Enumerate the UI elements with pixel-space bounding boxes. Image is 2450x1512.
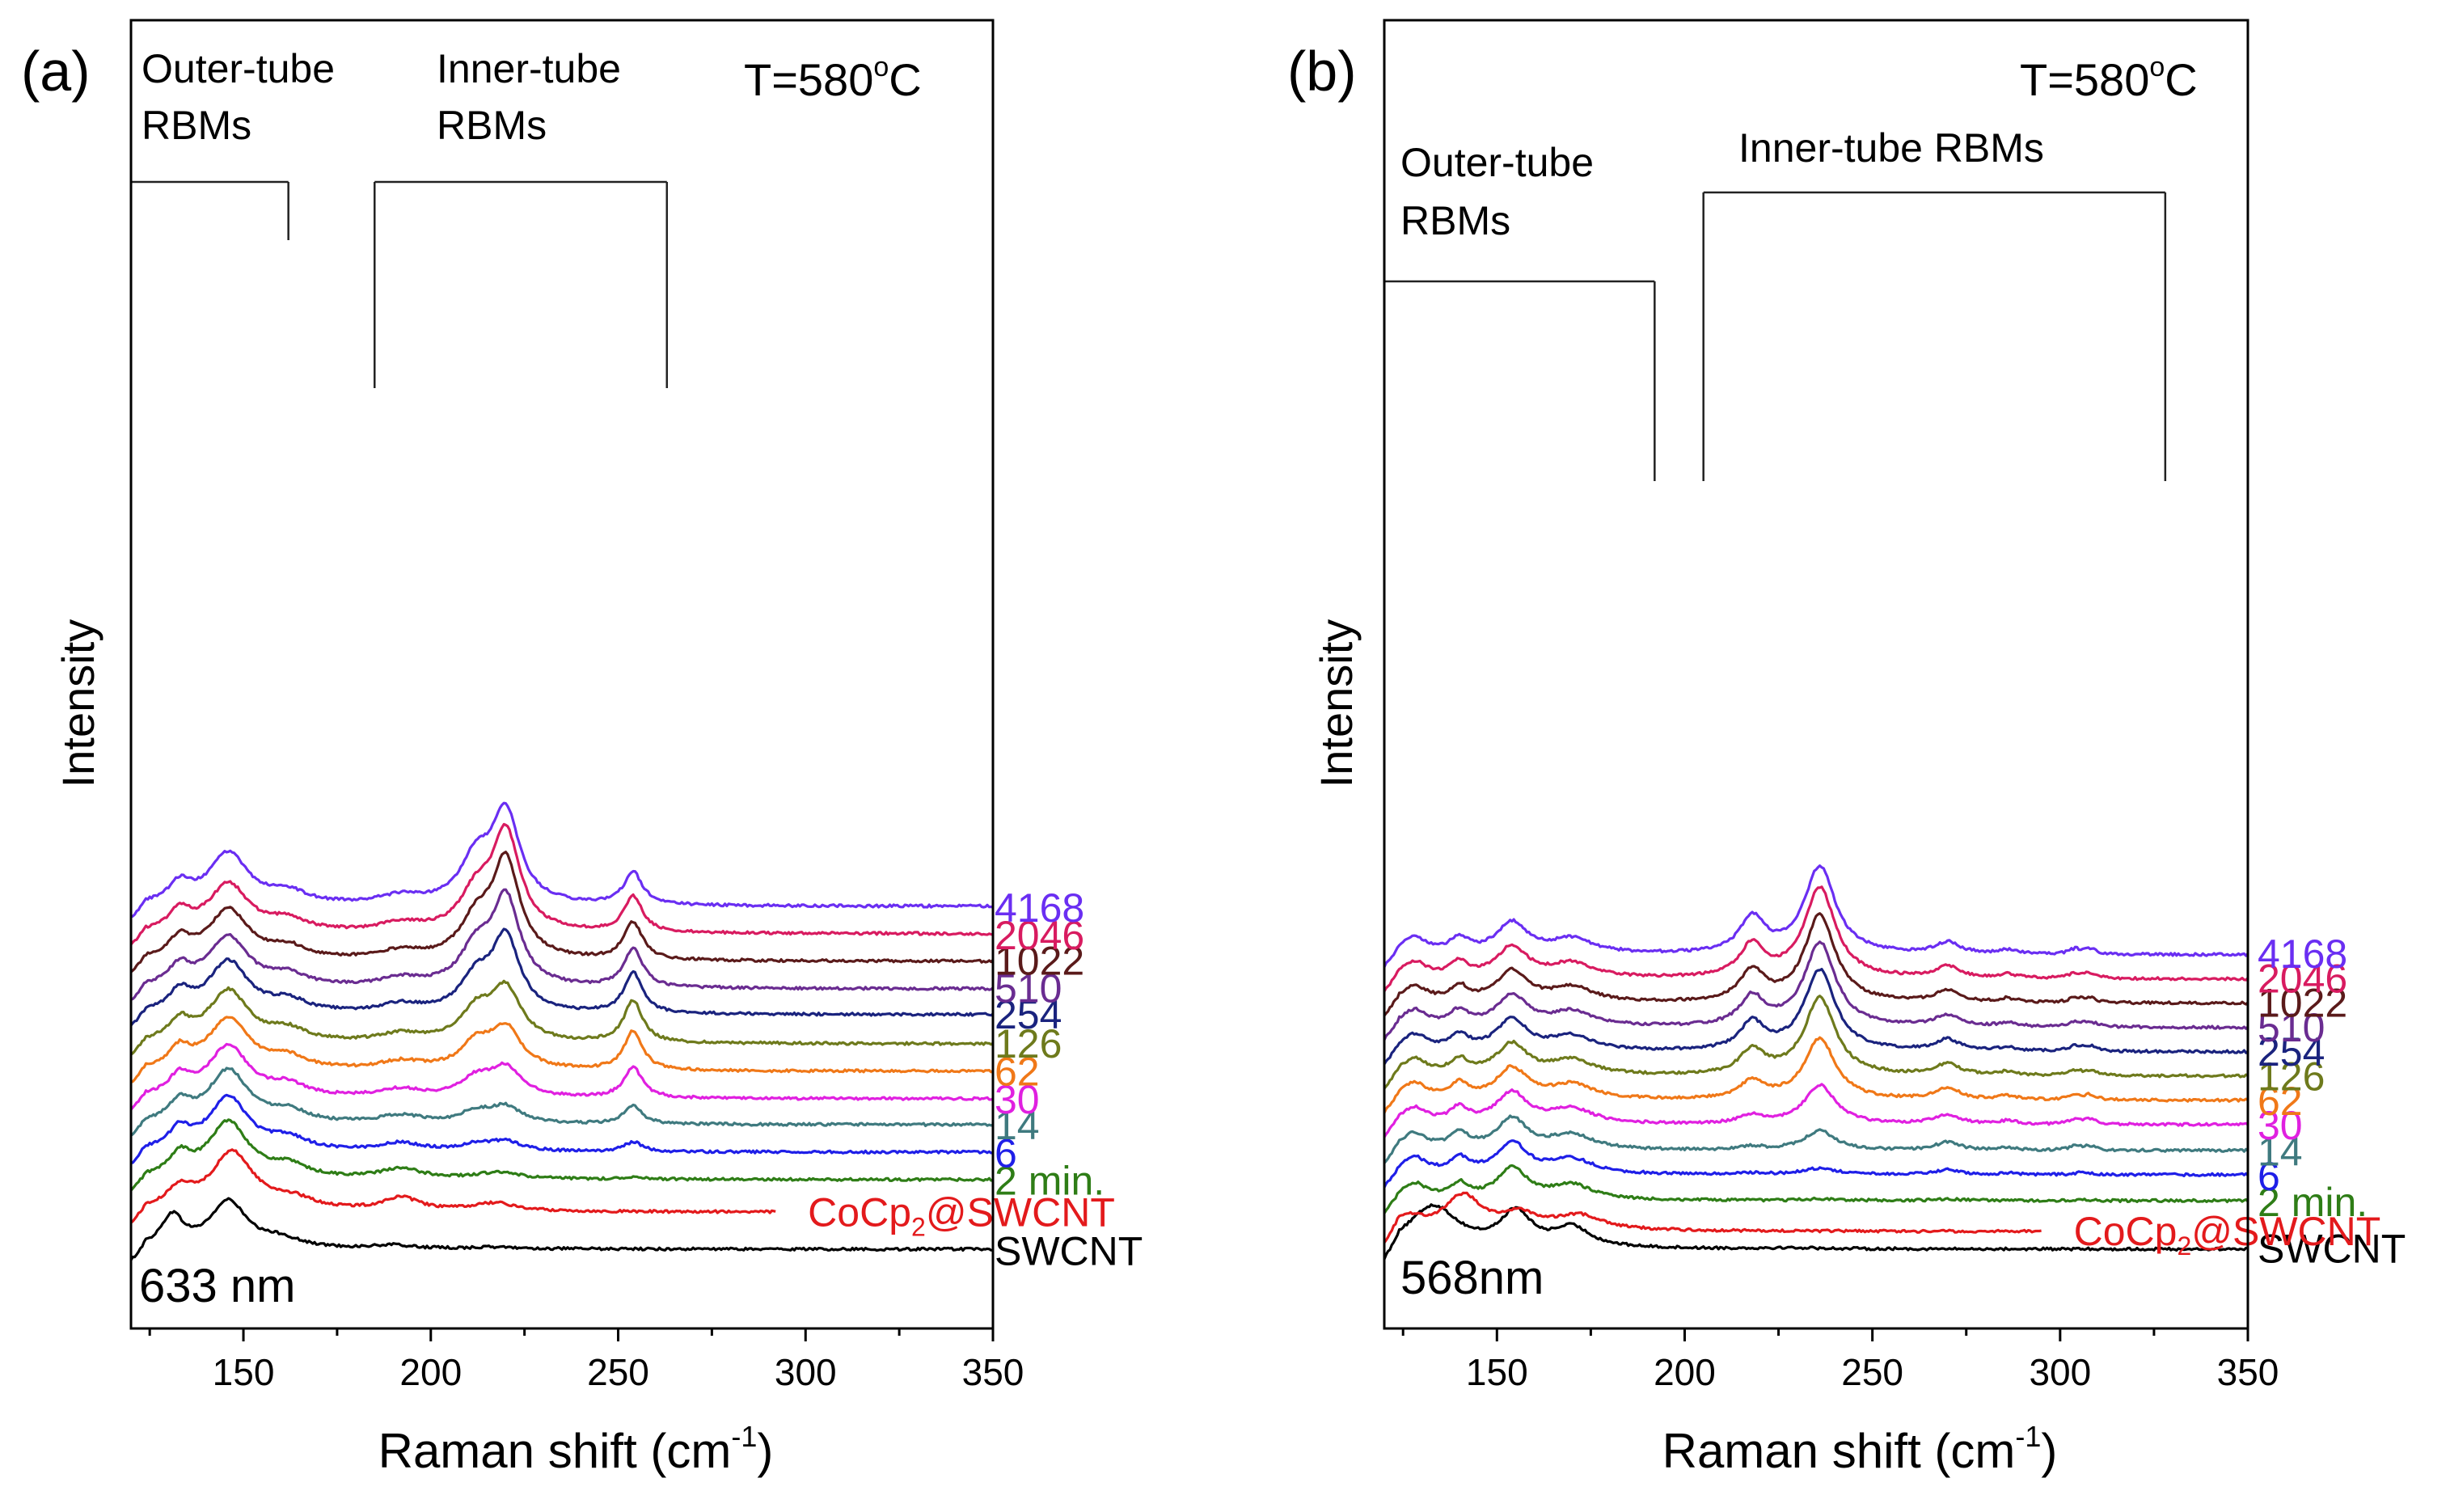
panel-a-axes: 150 200 250 300 350 bbox=[129, 19, 1024, 1393]
panel-b-annotations: Outer-tube RBMs Inner-tube RBMs bbox=[1384, 125, 2167, 481]
spectrum-1022 bbox=[1383, 912, 2249, 1017]
panel-a-y-axis-label: Intensity bbox=[53, 619, 103, 788]
series-label: SWCNT bbox=[2258, 1226, 2406, 1271]
series-label: 14 bbox=[2258, 1130, 2303, 1175]
series-label: 254 bbox=[995, 992, 1062, 1037]
spectrum-14 bbox=[130, 1066, 994, 1137]
spectrum-14 bbox=[1383, 1114, 2249, 1164]
series-label: 6 bbox=[2258, 1154, 2280, 1199]
spectrum-2-min- bbox=[1383, 1164, 2249, 1214]
plot-frame bbox=[129, 19, 995, 1330]
series-label: 510 bbox=[2258, 1005, 2325, 1050]
spectrum-2046 bbox=[129, 822, 994, 946]
spectrum-62 bbox=[1383, 1036, 2249, 1114]
panel-b-y-axis-label: Intensity bbox=[1311, 619, 1362, 788]
panel-a-wavelength: 633 nm bbox=[139, 1260, 295, 1312]
spectrum-126 bbox=[1383, 995, 2249, 1090]
annotation-label: RBMs bbox=[437, 103, 547, 148]
spectrum-126 bbox=[130, 979, 994, 1056]
spectrum-30 bbox=[129, 1042, 994, 1111]
panel-b-label: (b) bbox=[1287, 40, 1357, 103]
spectrum-62 bbox=[130, 1016, 994, 1083]
series-label: 510 bbox=[995, 966, 1062, 1012]
panel-b-spectra bbox=[1383, 864, 2249, 1260]
series-label: 14 bbox=[995, 1103, 1040, 1148]
panel-a-annotations: Outer-tube RBMs Inner-tube RBMs bbox=[129, 46, 669, 388]
spectrum-4168 bbox=[1383, 864, 2249, 968]
spectrum-6 bbox=[130, 1093, 994, 1165]
panel-b-temperature: T=580oC bbox=[2020, 52, 2198, 105]
annotation-label: Inner-tube bbox=[437, 46, 621, 91]
spectrum-254 bbox=[1383, 968, 2249, 1066]
annotation-label: RBMs bbox=[142, 103, 251, 148]
series-label: 1022 bbox=[2258, 981, 2347, 1026]
x-tick-label: 300 bbox=[775, 1351, 837, 1393]
panel-b-x-axis-label: Raman shift (cm-1) bbox=[1662, 1420, 2058, 1478]
panel-a: (a) T=580oC 633 nm Intensity Raman shift… bbox=[21, 19, 1143, 1478]
series-label: 2 min. bbox=[2258, 1180, 2368, 1225]
series-label: 2046 bbox=[995, 913, 1084, 958]
series-label: 6 bbox=[995, 1130, 1017, 1176]
panel-a-label: (a) bbox=[21, 40, 91, 103]
series-label: 30 bbox=[995, 1077, 1040, 1122]
spectrum-2-min- bbox=[129, 1118, 994, 1192]
x-tick-label: 350 bbox=[962, 1351, 1024, 1393]
series-label: SWCNT bbox=[995, 1228, 1143, 1273]
series-label: 4168 bbox=[995, 885, 1084, 931]
series-label: 30 bbox=[2258, 1103, 2303, 1148]
series-label: 254 bbox=[2258, 1029, 2325, 1075]
series-label: 1022 bbox=[995, 938, 1084, 983]
spectrum-510 bbox=[130, 888, 995, 1001]
plot-frame bbox=[1383, 19, 2249, 1330]
series-label: CoCp2@SWCNT bbox=[2074, 1209, 2381, 1261]
series-label: 126 bbox=[2258, 1054, 2325, 1100]
x-tick-label: 250 bbox=[587, 1351, 649, 1393]
annotation-label: Outer-tube bbox=[142, 46, 335, 91]
panel-a-temperature: T=580oC bbox=[744, 52, 922, 105]
x-tick-label: 200 bbox=[399, 1351, 462, 1393]
series-label: CoCp2@SWCNT bbox=[808, 1189, 1115, 1241]
x-tick-label: 150 bbox=[1466, 1351, 1528, 1393]
series-label: 4168 bbox=[2258, 931, 2347, 977]
annotation-label: RBMs bbox=[1400, 198, 1510, 243]
x-tick-label: 200 bbox=[1654, 1351, 1716, 1393]
spectrum-510 bbox=[1383, 940, 2249, 1041]
series-label: 62 bbox=[2258, 1079, 2303, 1124]
series-label: 2046 bbox=[2258, 956, 2347, 1001]
spectrum-254 bbox=[129, 927, 994, 1027]
spectrum-swcnt bbox=[129, 1197, 994, 1261]
panel-b-wavelength: 568nm bbox=[1400, 1252, 1544, 1304]
annotation-label: Outer-tube bbox=[1400, 140, 1594, 185]
annotation-bracket bbox=[1384, 280, 1656, 481]
series-label: 62 bbox=[995, 1049, 1040, 1094]
spectrum-1022 bbox=[129, 851, 995, 974]
series-label: 2 min. bbox=[995, 1159, 1105, 1204]
annotation-bracket bbox=[1702, 191, 2167, 481]
spectrum-2046 bbox=[1383, 885, 2249, 992]
annotation-label: Inner-tube RBMs bbox=[1738, 125, 2044, 171]
spectrum-6 bbox=[1383, 1139, 2249, 1189]
panel-a-spectra bbox=[129, 801, 995, 1261]
spectrum-30 bbox=[1383, 1083, 2249, 1138]
series-label: 126 bbox=[995, 1021, 1062, 1066]
panel-b: (b) T=580oC 568nm Intensity Raman shift … bbox=[1287, 19, 2406, 1478]
annotation-bracket bbox=[129, 180, 289, 240]
annotation-bracket bbox=[374, 180, 669, 388]
panel-a-x-axis-label: Raman shift (cm-1) bbox=[378, 1420, 774, 1478]
spectrum-swcnt bbox=[1383, 1203, 2249, 1260]
spectrum-4168 bbox=[130, 801, 994, 919]
x-tick-label: 250 bbox=[1841, 1351, 1903, 1393]
x-tick-label: 350 bbox=[2217, 1351, 2279, 1393]
spectrum-cocp2-swcnt bbox=[1383, 1191, 2042, 1244]
x-tick-label: 300 bbox=[2029, 1351, 2091, 1393]
spectrum-cocp2-swcnt bbox=[130, 1148, 776, 1224]
x-tick-label: 150 bbox=[213, 1351, 275, 1393]
panel-b-axes: 150 200 250 300 350 bbox=[1383, 19, 2279, 1393]
